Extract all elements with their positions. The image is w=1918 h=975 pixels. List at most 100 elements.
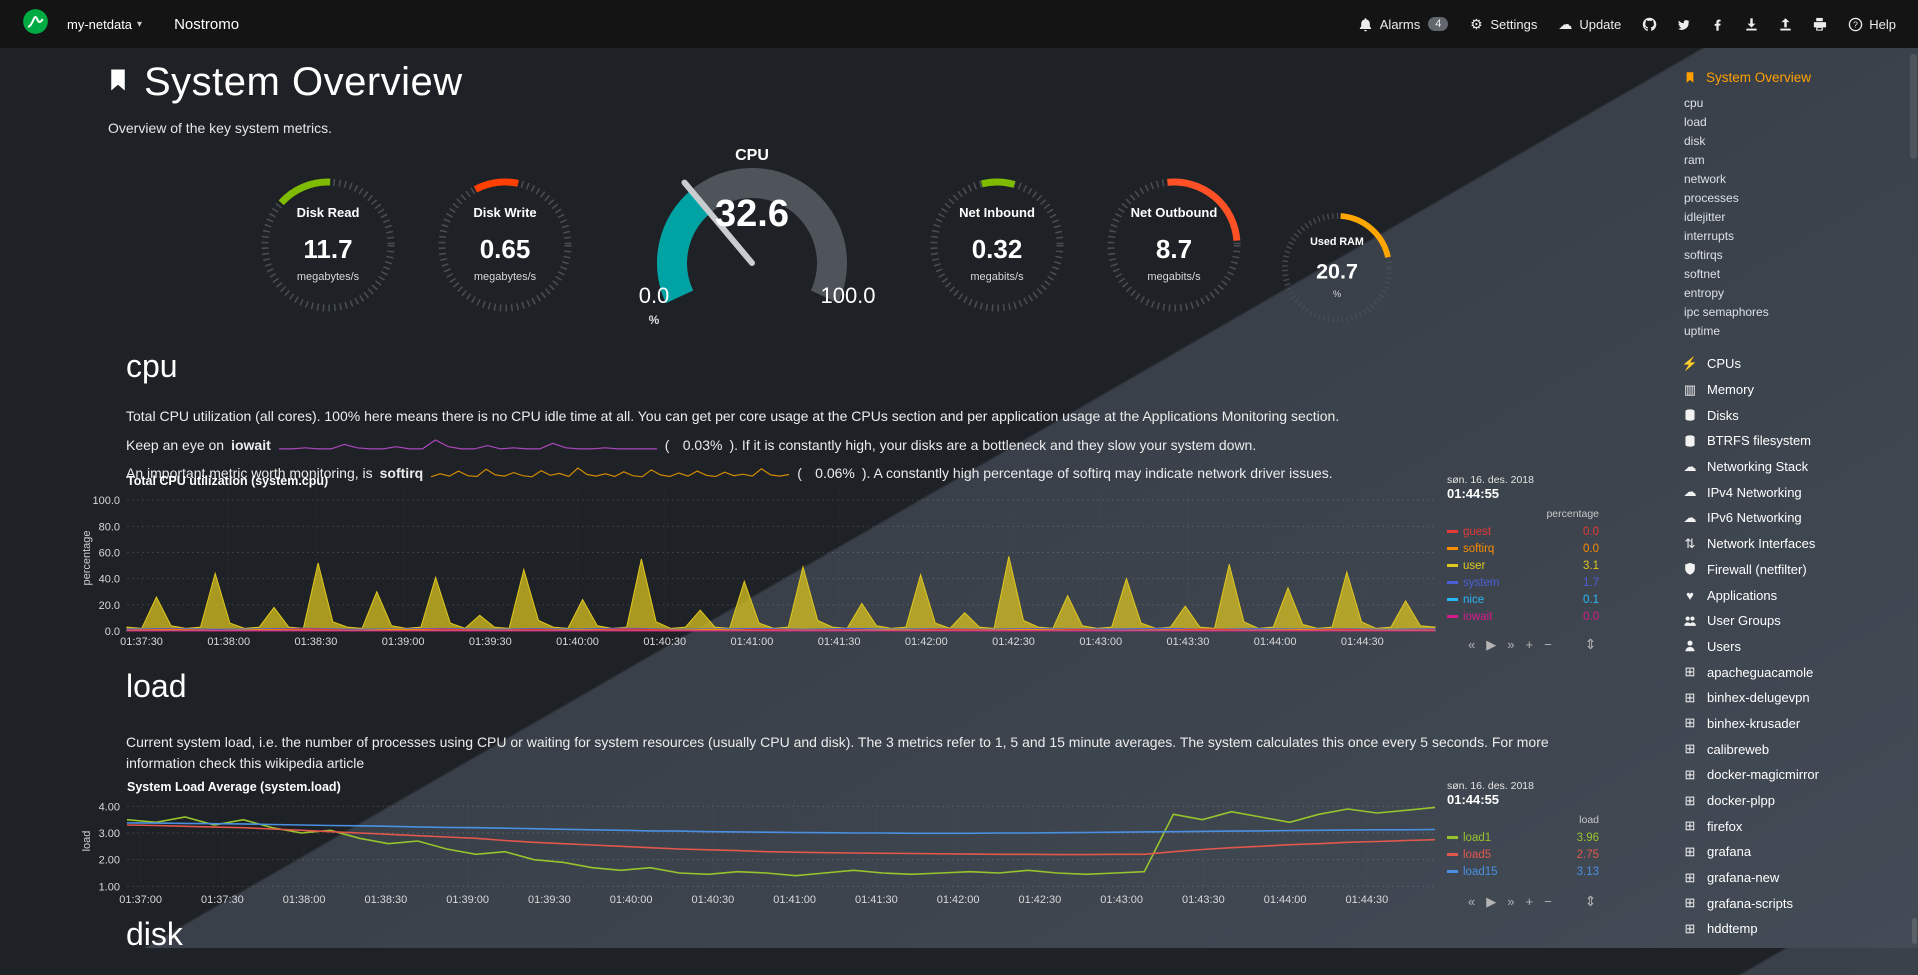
- my-netdata-dropdown[interactable]: my-netdata ▾: [67, 17, 142, 32]
- sidebar-subitem[interactable]: interrupts: [1684, 227, 1910, 246]
- upload-button[interactable]: [1777, 17, 1793, 32]
- legend-swatch: [1447, 836, 1458, 839]
- svg-text:megabytes/s: megabytes/s: [474, 271, 537, 283]
- zoom-out-button[interactable]: −: [1544, 894, 1552, 909]
- pan-backward-button[interactable]: «: [1468, 894, 1475, 909]
- sidebar-item-label: apacheguacamole: [1707, 665, 1813, 680]
- sidebar-item[interactable]: ⊞docker-plpp: [1682, 788, 1910, 814]
- hostname-link[interactable]: Nostromo: [174, 16, 239, 33]
- sidebar-item[interactable]: Users: [1682, 634, 1910, 660]
- sidebar-item[interactable]: ⊞docker-magicmirror: [1682, 762, 1910, 788]
- sidebar-item[interactable]: ⚡CPUs: [1682, 351, 1910, 377]
- sidebar-subitem[interactable]: entropy: [1684, 284, 1910, 303]
- sidebar-item[interactable]: ♥Applications: [1682, 582, 1910, 608]
- twitter-button[interactable]: [1675, 17, 1691, 32]
- sidebar-item[interactable]: ⊞firefox: [1682, 813, 1910, 839]
- cpu-gauge-title: CPU: [612, 146, 892, 166]
- sidebar-subitem[interactable]: softirqs: [1684, 246, 1910, 265]
- pan-forward-button[interactable]: »: [1507, 637, 1514, 652]
- sidebar-subitem[interactable]: idlejitter: [1684, 208, 1910, 227]
- sidebar-item-label: Users: [1707, 639, 1741, 654]
- sidebar-item[interactable]: ⊞binhex-delugevpn: [1682, 685, 1910, 711]
- sidebar-subitem[interactable]: ram: [1684, 151, 1910, 170]
- page-scrollbar[interactable]: [1910, 54, 1917, 159]
- sidebar-subitem[interactable]: ipc semaphores: [1684, 303, 1910, 322]
- sidebar-item[interactable]: ⊞apacheguacamole: [1682, 659, 1910, 685]
- sidebar-item[interactable]: ⊞grafana-scripts: [1682, 890, 1910, 916]
- alarms-button[interactable]: Alarms 4: [1358, 17, 1449, 32]
- group-icon: [1682, 614, 1698, 628]
- sidebar-item[interactable]: ☁IPv4 Networking: [1682, 479, 1910, 505]
- download-button[interactable]: [1743, 17, 1759, 32]
- svg-text:01:43:00: 01:43:00: [1100, 894, 1143, 906]
- sidebar-item[interactable]: ⊞calibreweb: [1682, 736, 1910, 762]
- sidebar-item[interactable]: ⊞hddtemp: [1682, 916, 1910, 942]
- svg-text:01:40:30: 01:40:30: [643, 636, 686, 648]
- pan-backward-button[interactable]: «: [1468, 637, 1475, 652]
- sidebar-item[interactable]: ⊞grafana-new: [1682, 865, 1910, 891]
- svg-text:01:43:00: 01:43:00: [1079, 636, 1122, 648]
- sidebar-subitem[interactable]: softnet: [1684, 265, 1910, 284]
- sidebar-item-system-overview[interactable]: System Overview: [1682, 66, 1910, 88]
- chart-time: 01:44:55: [1447, 486, 1599, 501]
- sidebar-item[interactable]: User Groups: [1682, 608, 1910, 634]
- zoom-out-button[interactable]: −: [1544, 637, 1552, 652]
- sidebar-item[interactable]: Firewall (netfilter): [1682, 557, 1910, 583]
- zoom-in-button[interactable]: +: [1525, 637, 1533, 652]
- help-button[interactable]: Help: [1847, 17, 1896, 32]
- sidebar-item[interactable]: ☁IPv6 Networking: [1682, 505, 1910, 531]
- sidebar-item[interactable]: BTRFS filesystem: [1682, 428, 1910, 454]
- sidebar-item[interactable]: ⇅Network Interfaces: [1682, 531, 1910, 557]
- sidebar-subitem[interactable]: uptime: [1684, 322, 1910, 341]
- facebook-button[interactable]: [1709, 17, 1725, 32]
- sidebar-scrollbar[interactable]: [1912, 918, 1917, 944]
- legend-value: 3.96: [1577, 832, 1599, 844]
- zoom-in-button[interactable]: +: [1525, 894, 1533, 909]
- sidebar-item[interactable]: ⊞binhex-krusader: [1682, 711, 1910, 737]
- sidebar-subitem[interactable]: processes: [1684, 189, 1910, 208]
- sidebar-item[interactable]: Disks: [1682, 402, 1910, 428]
- bell-icon: [1358, 17, 1374, 32]
- pan-forward-button[interactable]: »: [1507, 894, 1514, 909]
- legend-value: 2.75: [1577, 849, 1599, 861]
- sidebar-subitem[interactable]: load: [1684, 113, 1910, 132]
- netdata-logo[interactable]: [22, 8, 49, 40]
- play-button[interactable]: ▶: [1486, 894, 1496, 910]
- legend-value: 3.1: [1583, 560, 1599, 572]
- sidebar-item[interactable]: ⊞grafana: [1682, 839, 1910, 865]
- sidebar-subitem[interactable]: cpu: [1684, 94, 1910, 113]
- sidebar-subitem[interactable]: network: [1684, 170, 1910, 189]
- grid-icon: ⊞: [1682, 921, 1698, 937]
- sidebar-subitem[interactable]: disk: [1684, 132, 1910, 151]
- print-button[interactable]: [1811, 17, 1827, 32]
- sidebar-item[interactable]: ☁Networking Stack: [1682, 454, 1910, 480]
- resize-handle[interactable]: ⇕: [1585, 893, 1597, 910]
- legend-units: percentage: [1447, 508, 1599, 520]
- iowait-sparkline[interactable]: [278, 438, 658, 452]
- sidebar-item-label: docker-plpp: [1707, 793, 1775, 808]
- github-button[interactable]: [1641, 17, 1657, 32]
- sidebar-item[interactable]: ▥Memory: [1682, 377, 1910, 403]
- play-button[interactable]: ▶: [1486, 637, 1496, 653]
- settings-button[interactable]: ⚙ Settings: [1468, 16, 1537, 33]
- resize-handle[interactable]: ⇕: [1585, 636, 1597, 653]
- update-button[interactable]: ☁ Update: [1557, 16, 1621, 33]
- sidebar-item-label: Memory: [1707, 382, 1754, 397]
